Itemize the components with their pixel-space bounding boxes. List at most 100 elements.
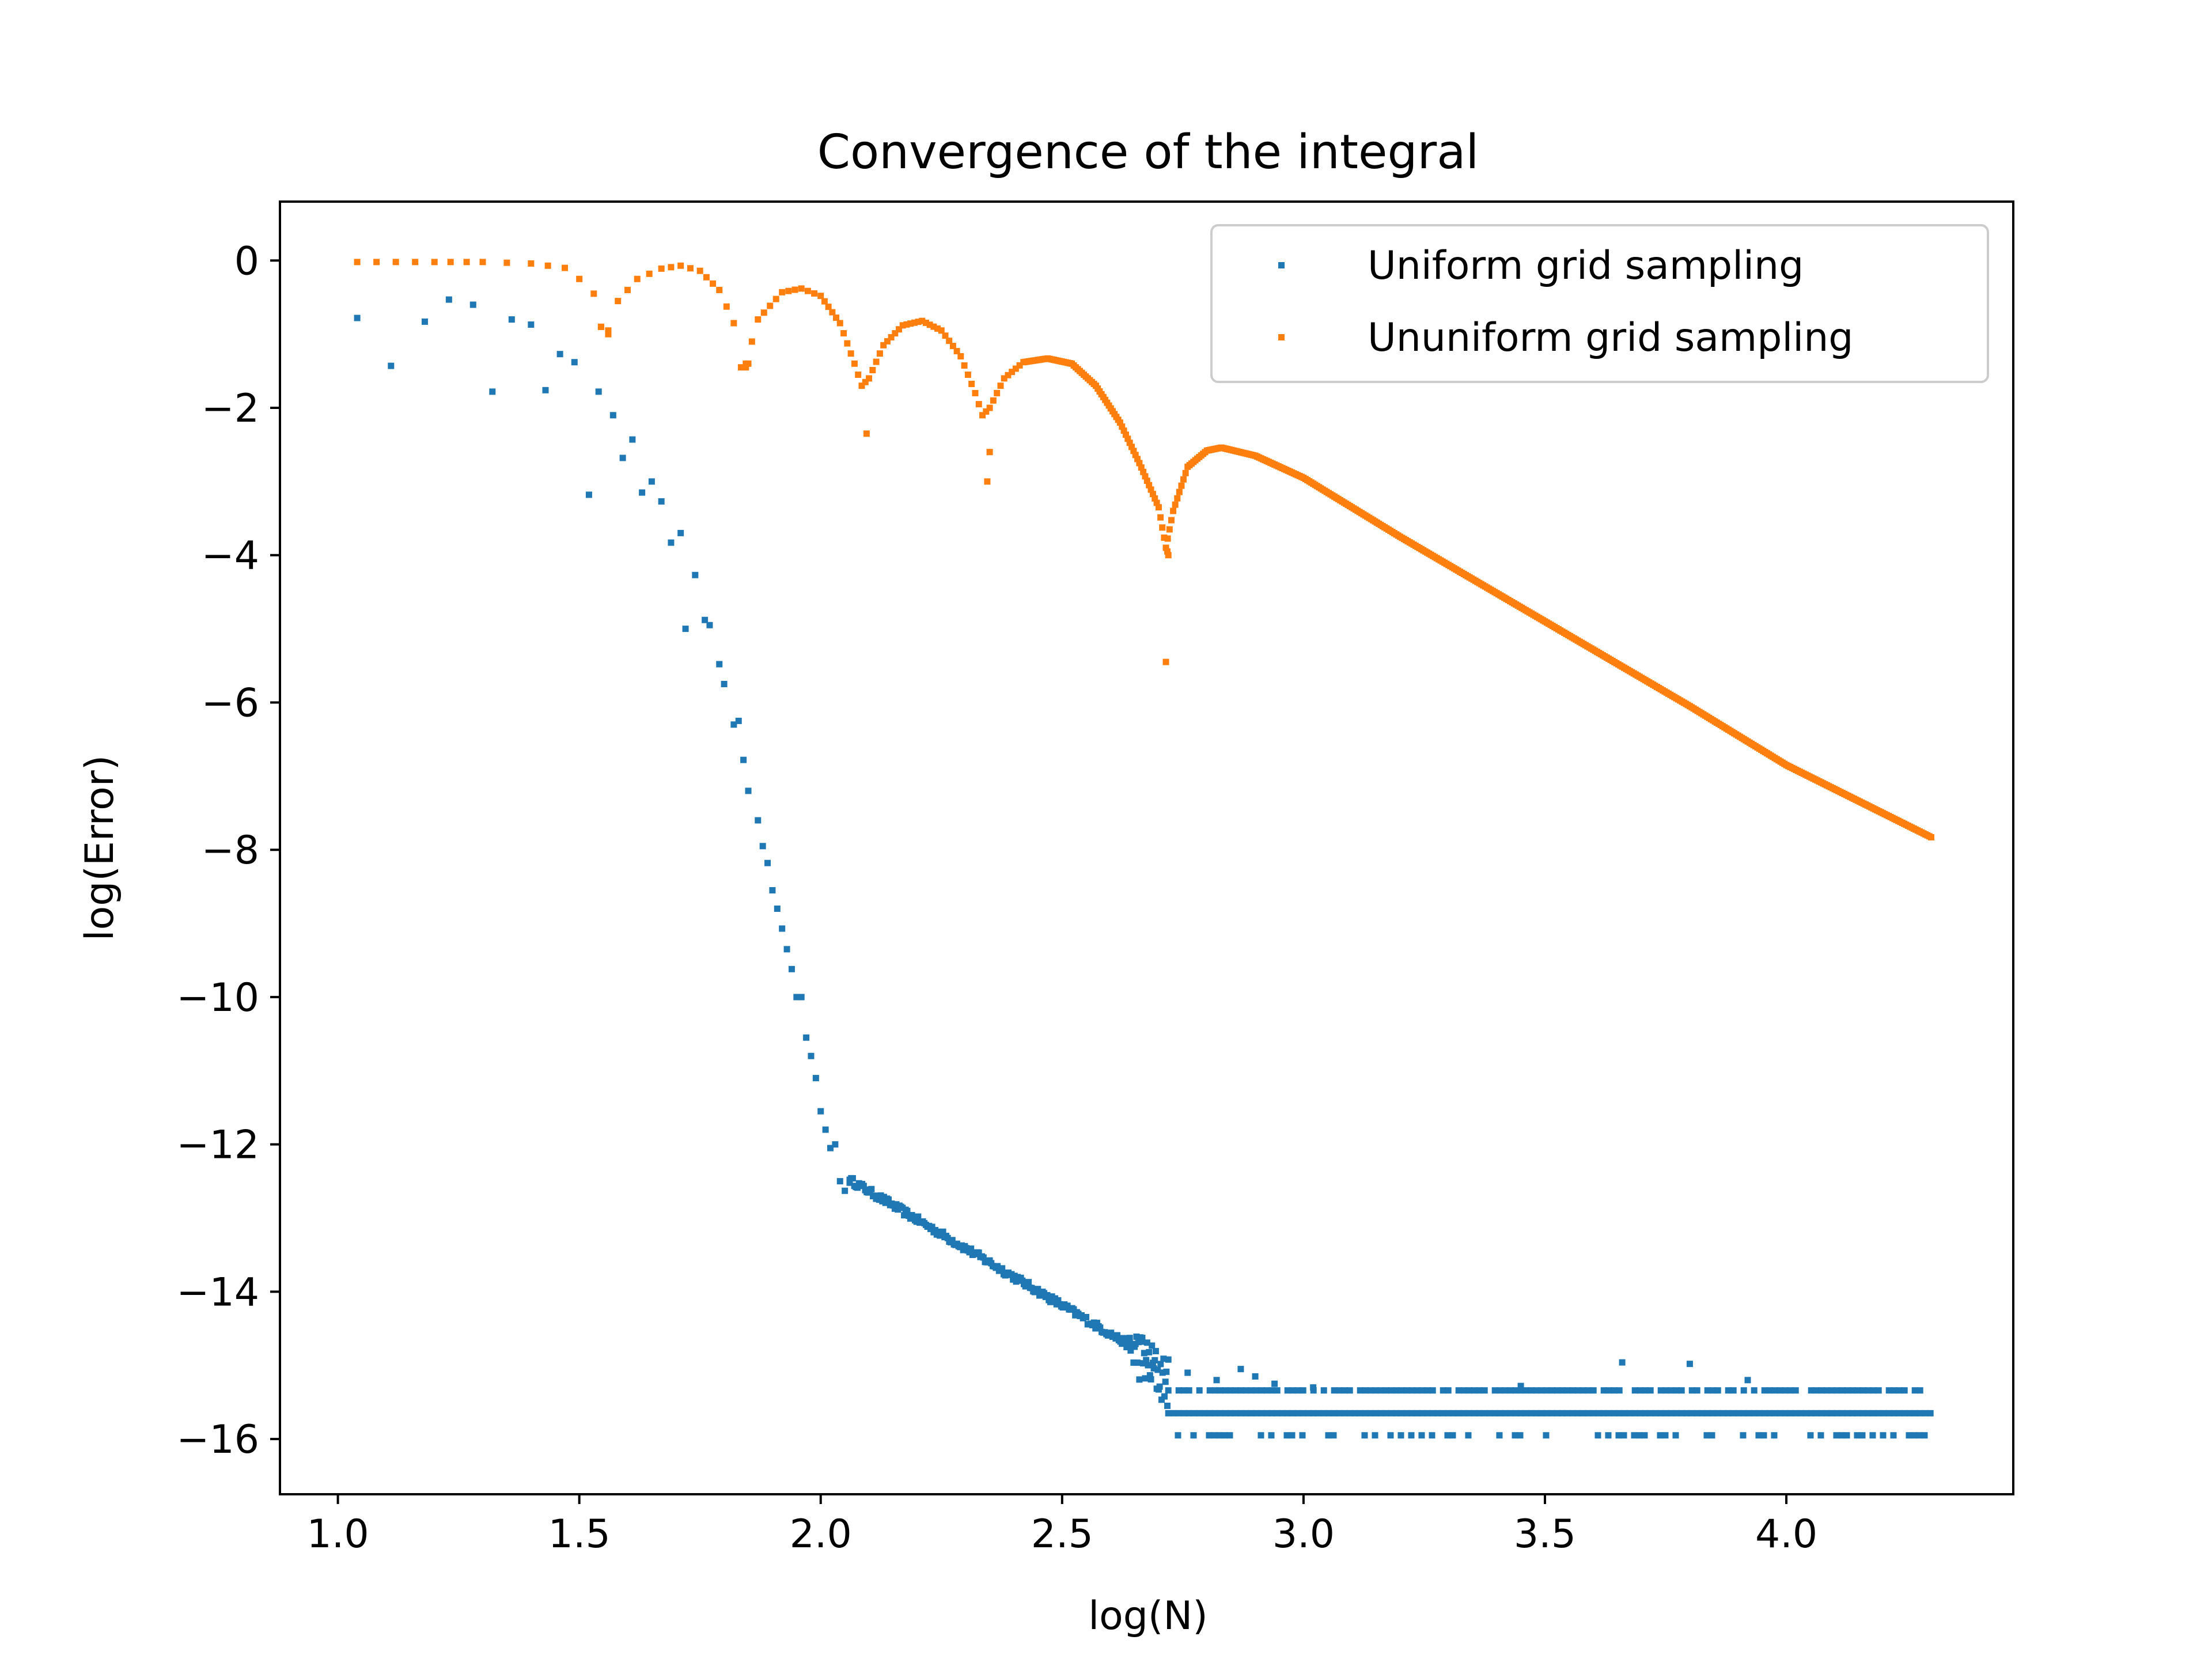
point-uniform [595, 388, 602, 395]
point-ununiform [479, 259, 486, 266]
point-uniform [1414, 1387, 1421, 1394]
point-uniform [1921, 1432, 1928, 1439]
point-uniform [1243, 1387, 1249, 1394]
point-uniform [1263, 1410, 1270, 1416]
point-uniform [1190, 1432, 1197, 1439]
point-uniform [1611, 1410, 1618, 1416]
chart-title: Convergence of the integral [817, 125, 1479, 180]
point-uniform [1730, 1410, 1737, 1416]
point-ununiform [896, 326, 903, 333]
point-uniform [1533, 1410, 1540, 1416]
point-ununiform [1166, 526, 1173, 533]
point-uniform [803, 1034, 810, 1041]
point-uniform [1543, 1410, 1550, 1416]
point-uniform [1346, 1410, 1353, 1416]
point-ununiform [392, 259, 399, 266]
y-tick-label: −8 [202, 828, 259, 873]
point-uniform [944, 1234, 951, 1241]
point-uniform [1175, 1432, 1181, 1439]
point-ununiform [892, 330, 899, 337]
point-uniform [1237, 1410, 1244, 1416]
point-ununiform [855, 371, 862, 378]
point-uniform [571, 359, 578, 366]
point-uniform [1146, 1372, 1153, 1379]
point-ununiform [730, 320, 737, 327]
point-uniform [1130, 1359, 1137, 1366]
point-uniform [1833, 1432, 1840, 1439]
point-uniform [1361, 1432, 1368, 1439]
point-ununiform [949, 343, 956, 350]
point-uniform [1834, 1410, 1840, 1416]
point-ununiform [986, 449, 993, 456]
legend-marker-uniform [1278, 262, 1285, 268]
point-uniform [1916, 1410, 1923, 1416]
point-uniform [1325, 1410, 1332, 1416]
point-ununiform [1142, 473, 1149, 480]
point-uniform [1154, 1366, 1161, 1373]
point-uniform [1232, 1410, 1239, 1416]
point-uniform [1139, 1335, 1146, 1342]
point-ununiform [851, 360, 858, 367]
point-ununiform [1159, 524, 1166, 531]
point-uniform [1807, 1432, 1814, 1439]
point-uniform [1248, 1410, 1255, 1416]
point-uniform [1143, 1339, 1150, 1346]
point-uniform [1668, 1387, 1675, 1394]
point-uniform [1543, 1432, 1550, 1439]
point-uniform [1414, 1410, 1421, 1416]
point-uniform [1252, 1373, 1259, 1380]
point-uniform [1440, 1387, 1446, 1394]
point-uniform [1838, 1432, 1845, 1439]
point-uniform [1382, 1387, 1389, 1394]
point-uniform [421, 318, 428, 325]
point-uniform [1341, 1387, 1348, 1394]
point-uniform [1600, 1387, 1607, 1394]
point-ununiform [1182, 469, 1189, 476]
point-uniform [1170, 1410, 1177, 1416]
point-uniform [1289, 1432, 1296, 1439]
point-ununiform [605, 331, 612, 338]
point-uniform [1449, 1432, 1456, 1439]
point-uniform [692, 571, 699, 578]
point-uniform [1044, 1291, 1051, 1298]
point-uniform [1642, 1410, 1649, 1416]
point-ununiform [1174, 495, 1181, 502]
point-uniform [1911, 1387, 1918, 1394]
point-ununiform [934, 325, 941, 332]
point-uniform [1637, 1387, 1643, 1394]
point-uniform [489, 388, 496, 395]
point-uniform [1243, 1410, 1249, 1416]
point-uniform [1745, 1410, 1752, 1416]
point-uniform [1512, 1410, 1519, 1416]
point-uniform [1688, 1410, 1695, 1416]
point-uniform [1471, 1410, 1478, 1416]
point-uniform [1460, 1387, 1467, 1394]
point-uniform [1299, 1432, 1306, 1439]
point-uniform [1330, 1432, 1337, 1439]
point-uniform [1211, 1387, 1218, 1394]
point-ununiform [1162, 544, 1169, 551]
point-uniform [1206, 1410, 1213, 1416]
point-uniform [1258, 1410, 1265, 1416]
point-uniform [1657, 1410, 1664, 1416]
point-uniform [1559, 1387, 1566, 1394]
point-uniform [1257, 1432, 1264, 1439]
point-ununiform [836, 320, 843, 327]
point-uniform [1162, 1378, 1169, 1385]
point-uniform [1274, 1410, 1281, 1416]
point-uniform [1164, 1402, 1171, 1409]
point-uniform [1782, 1410, 1789, 1416]
point-uniform [1709, 1410, 1716, 1416]
point-uniform [1896, 1387, 1903, 1394]
point-uniform [1922, 1410, 1929, 1416]
point-ununiform [1172, 501, 1179, 508]
point-uniform [1502, 1410, 1509, 1416]
point-ununiform [779, 289, 786, 296]
point-ununiform [1147, 486, 1154, 493]
point-ununiform [844, 340, 851, 347]
point-uniform [1294, 1410, 1301, 1416]
point-ununiform [755, 316, 762, 323]
point-uniform [999, 1265, 1006, 1272]
point-ununiform [880, 342, 887, 349]
point-uniform [1619, 1359, 1626, 1366]
